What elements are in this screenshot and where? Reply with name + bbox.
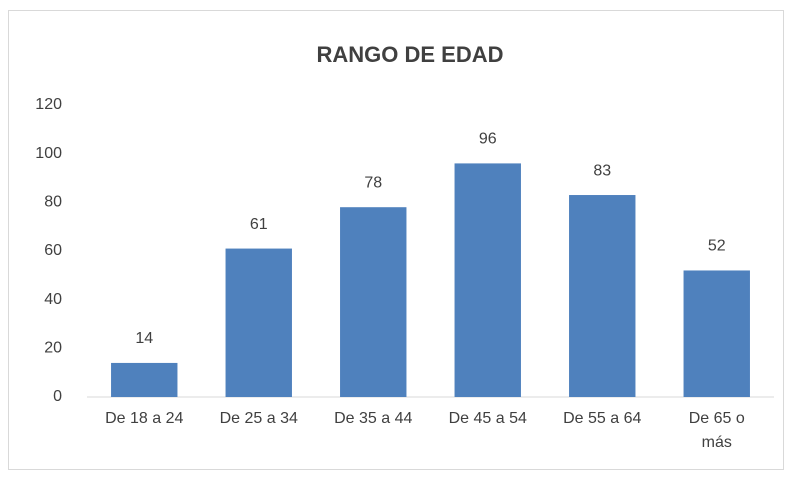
x-tick-label: De 25 a 34 (220, 410, 298, 427)
bar (340, 207, 407, 397)
y-tick-label: 60 (44, 242, 62, 259)
bar (569, 195, 636, 397)
x-tick-label: De 45 a 54 (449, 410, 527, 427)
x-tick-label: De 18 a 24 (105, 410, 183, 427)
y-tick-label: 40 (44, 291, 62, 308)
bar (111, 362, 178, 397)
bar (225, 248, 292, 397)
y-tick-label: 80 (44, 194, 62, 211)
x-tick-label: De 35 a 44 (334, 410, 412, 427)
data-label: 83 (593, 162, 611, 179)
y-tick-label: 100 (35, 145, 62, 162)
data-label: 78 (364, 174, 382, 191)
data-label: 61 (250, 216, 268, 233)
chart-title: RANGO DE EDAD (316, 42, 503, 67)
data-label: 96 (479, 131, 497, 148)
x-tick-label: De 65 o más (689, 410, 745, 451)
bar (454, 163, 521, 397)
bar (683, 270, 750, 397)
data-label: 52 (708, 238, 726, 255)
y-tick-label: 120 (35, 96, 62, 113)
x-tick-label: De 55 a 64 (563, 410, 641, 427)
y-tick-label: 0 (53, 388, 62, 405)
y-tick-label: 20 (44, 340, 62, 357)
data-label: 14 (135, 330, 153, 347)
